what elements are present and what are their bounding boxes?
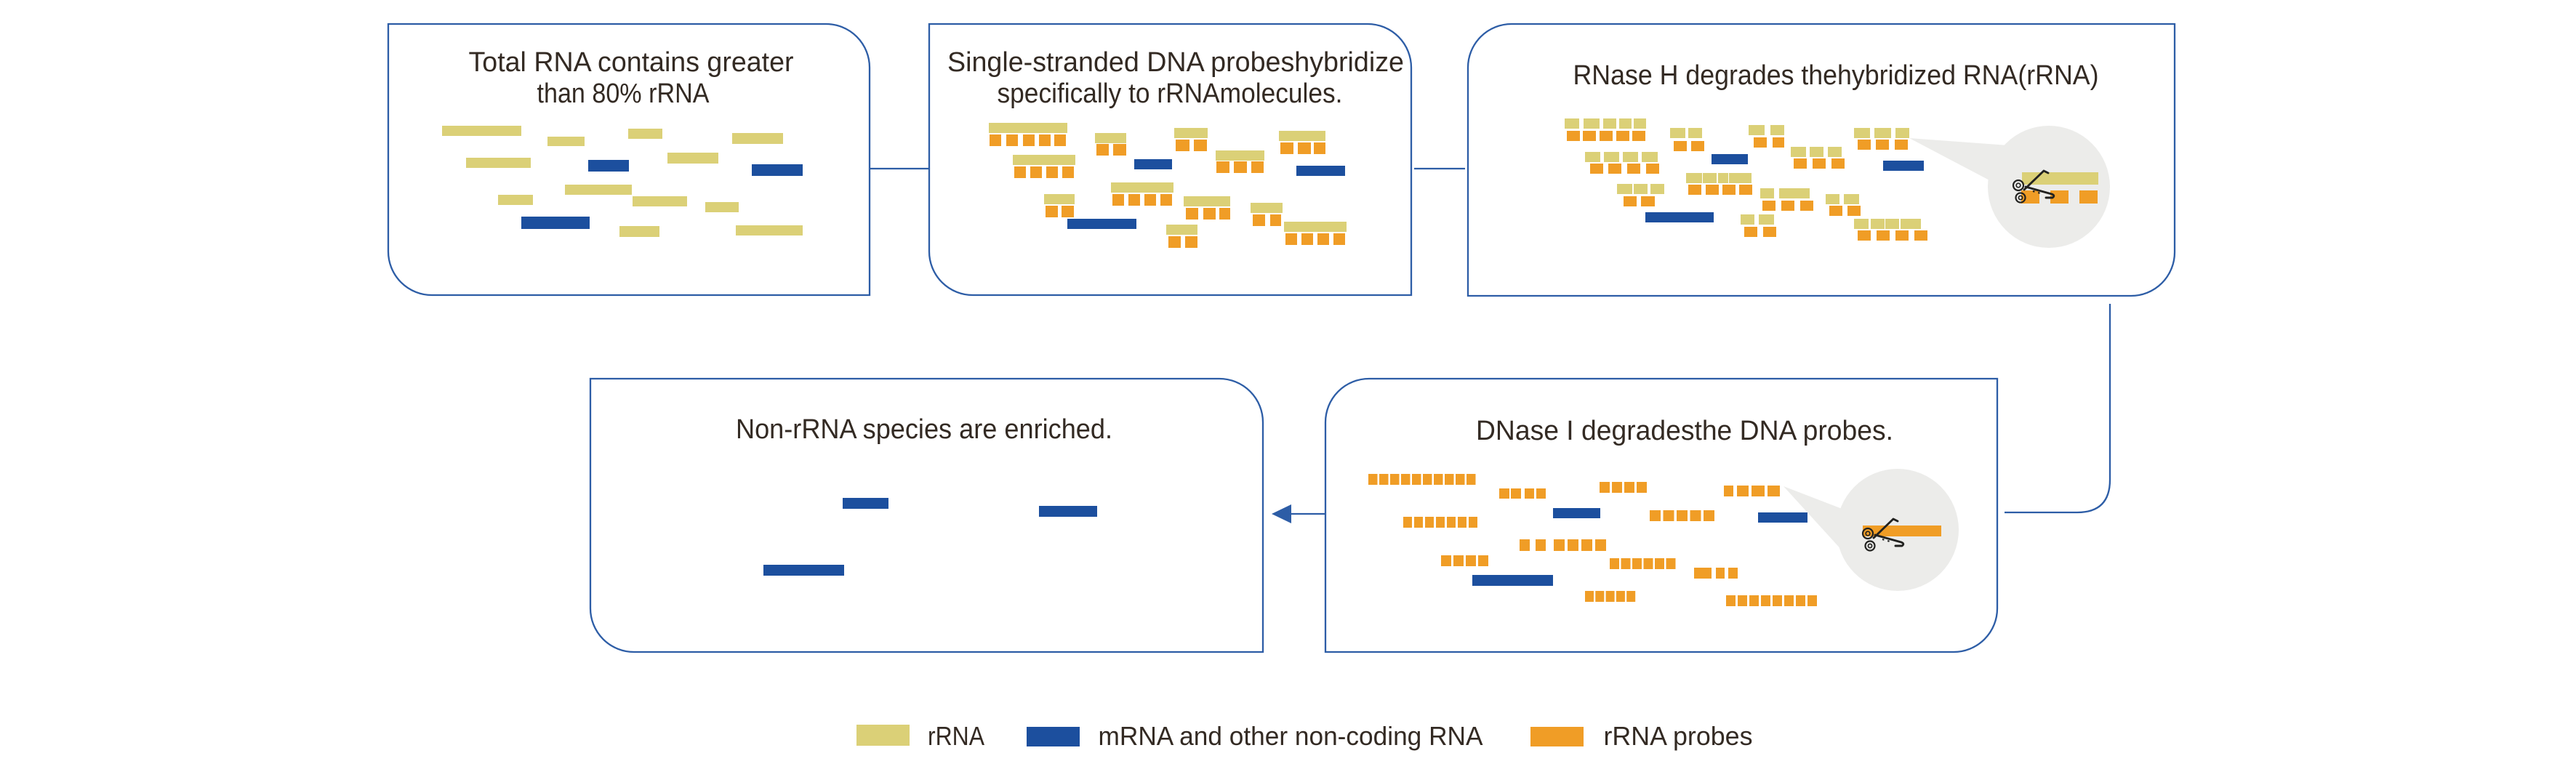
- svg-text:specifically to rRNAmolecules.: specifically to rRNAmolecules.: [998, 78, 1343, 109]
- svg-text:Total RNA contains greater: Total RNA contains greater: [469, 47, 794, 78]
- svg-text:than 80% rRNA: than 80% rRNA: [537, 78, 710, 109]
- svg-text:rRNA: rRNA: [928, 721, 984, 751]
- svg-text:Non-rRNA species are enriched.: Non-rRNA species are enriched.: [736, 414, 1112, 445]
- svg-text:mRNA and other non-coding RNA: mRNA and other non-coding RNA: [1099, 721, 1483, 751]
- svg-text:DNase I degradesthe DNA probes: DNase I degradesthe DNA probes.: [1476, 416, 1893, 446]
- svg-text:RNase H degrades thehybridized: RNase H degrades thehybridized RNA(rRNA): [1573, 60, 2099, 91]
- svg-text:Single-stranded DNA probeshybr: Single-stranded DNA probeshybridize: [947, 47, 1404, 78]
- svg-text:rRNA probes: rRNA probes: [1604, 721, 1753, 751]
